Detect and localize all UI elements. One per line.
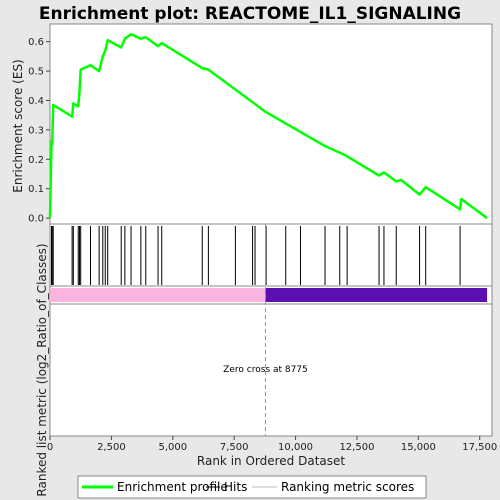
zero-cross-label: Zero cross at 8775 — [223, 365, 308, 375]
y-tick-label: 0.6 — [28, 37, 44, 48]
legend-hits-label: Hits — [224, 480, 247, 494]
hit-markers — [50, 226, 461, 285]
es-panel — [49, 23, 493, 225]
es-y-axis-label: Enrichment score (ES) — [11, 59, 25, 192]
legend-metric-label: Ranking metric scores — [281, 480, 414, 494]
x-tick-label: 2,500 — [97, 442, 126, 453]
y-tick-label: 0.0 — [28, 214, 44, 225]
chart-title: Enrichment plot: REACTOME_IL1_SIGNALING — [39, 4, 461, 24]
positive-metric-bar — [50, 288, 266, 302]
y-tick-label: 0.5 — [28, 67, 44, 78]
x-axis-label: Rank in Ordered Dataset — [197, 454, 345, 468]
x-axis: 0 2,500 5,000 7,500 10,000 12,500 15,000 17,500 — [47, 436, 497, 453]
metric-y-axis-label: Ranked list metric (log2_Ratio_of_Classe… — [35, 243, 49, 496]
x-tick-label: 7,500 — [220, 442, 249, 453]
x-tick-label: 5,000 — [158, 442, 187, 453]
x-tick-label: 15,000 — [401, 442, 436, 453]
x-tick-label: 12,500 — [339, 442, 374, 453]
x-tick-label: 17,500 — [462, 442, 497, 453]
x-tick-label: 10,000 — [278, 442, 313, 453]
x-tick-label: 0 — [47, 442, 53, 453]
es-y-axis: 0.0 0.1 0.2 0.3 0.4 0.5 0.6 — [28, 37, 50, 225]
y-tick-label: 0.3 — [28, 125, 44, 136]
negative-metric-bar — [265, 288, 488, 302]
y-tick-label: 0.1 — [28, 184, 44, 195]
y-tick-label: 0.4 — [28, 96, 44, 107]
legend-enrichment-label: Enrichment profile — [117, 480, 228, 494]
y-tick-label: 0.2 — [28, 155, 44, 166]
ranked-metric-panel — [49, 303, 493, 437]
enrichment-profile-line — [48, 33, 488, 220]
hits-panel — [49, 223, 493, 287]
